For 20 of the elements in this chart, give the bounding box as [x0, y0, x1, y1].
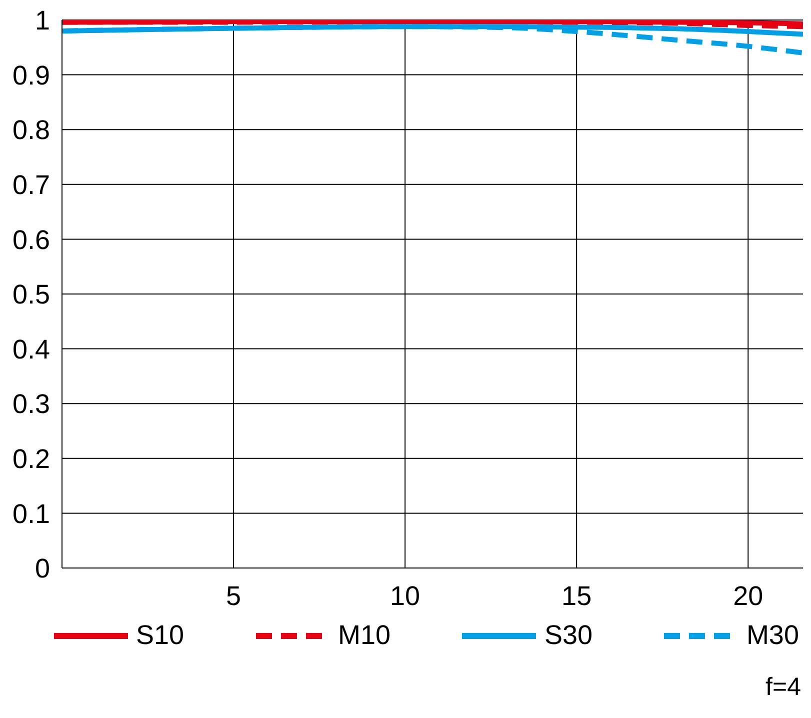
x-tick-label: 10 [390, 581, 420, 612]
legend-label: M10 [338, 620, 391, 651]
y-tick-label: 0.9 [12, 60, 50, 90]
y-tick-label: 0.3 [12, 389, 50, 420]
y-tick-label: 0.7 [12, 170, 50, 200]
y-tick-label: 0.6 [12, 224, 50, 255]
y-tick-label: 0.8 [12, 115, 50, 146]
text: f=4 [764, 673, 802, 702]
y-tick-label: 0.2 [12, 444, 50, 474]
y-tick-label: 0 [34, 554, 50, 584]
y-tick-label: 0.5 [12, 280, 50, 310]
legend-label: M30 [746, 620, 799, 651]
y-tick-label: 1 [34, 6, 50, 36]
x-tick-label: 15 [562, 581, 592, 612]
legend-label: S30 [544, 620, 592, 651]
legend-label: S10 [136, 620, 184, 651]
y-tick-label: 0.1 [12, 498, 50, 529]
x-tick-label: 5 [226, 581, 242, 612]
x-tick-label: 20 [733, 581, 764, 612]
y-tick-label: 0.4 [12, 334, 50, 364]
